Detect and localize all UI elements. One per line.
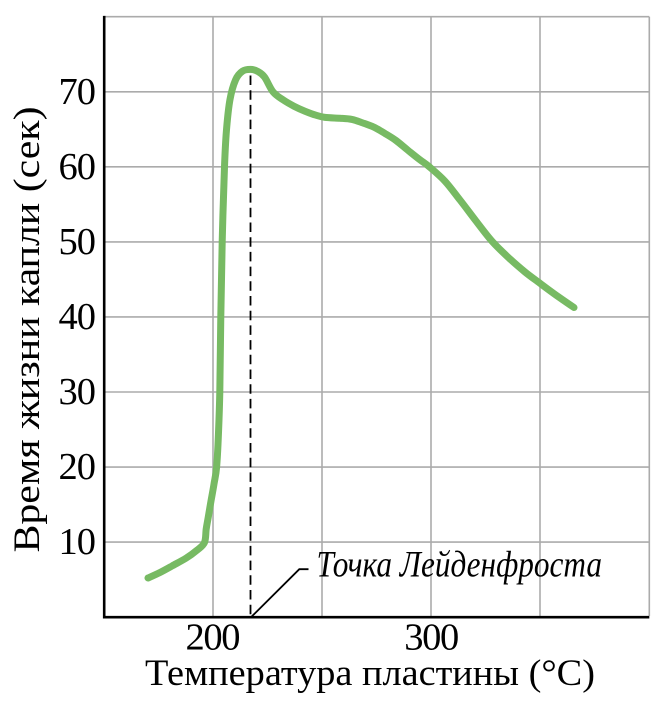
svg-text:300: 300 <box>404 616 459 658</box>
svg-text:Температура пластины (°C): Температура пластины (°C) <box>145 652 595 693</box>
svg-text:40: 40 <box>59 296 97 338</box>
svg-text:60: 60 <box>59 146 97 188</box>
svg-text:Точка Лейденфроста: Точка Лейденфроста <box>317 543 603 584</box>
svg-text:50: 50 <box>59 221 97 263</box>
svg-text:10: 10 <box>59 521 97 563</box>
svg-text:20: 20 <box>59 446 97 488</box>
svg-text:200: 200 <box>186 616 241 658</box>
svg-text:30: 30 <box>59 371 97 413</box>
svg-text:70: 70 <box>59 71 97 113</box>
svg-text:Время жизни капли (сек): Время жизни капли (сек) <box>6 107 47 553</box>
